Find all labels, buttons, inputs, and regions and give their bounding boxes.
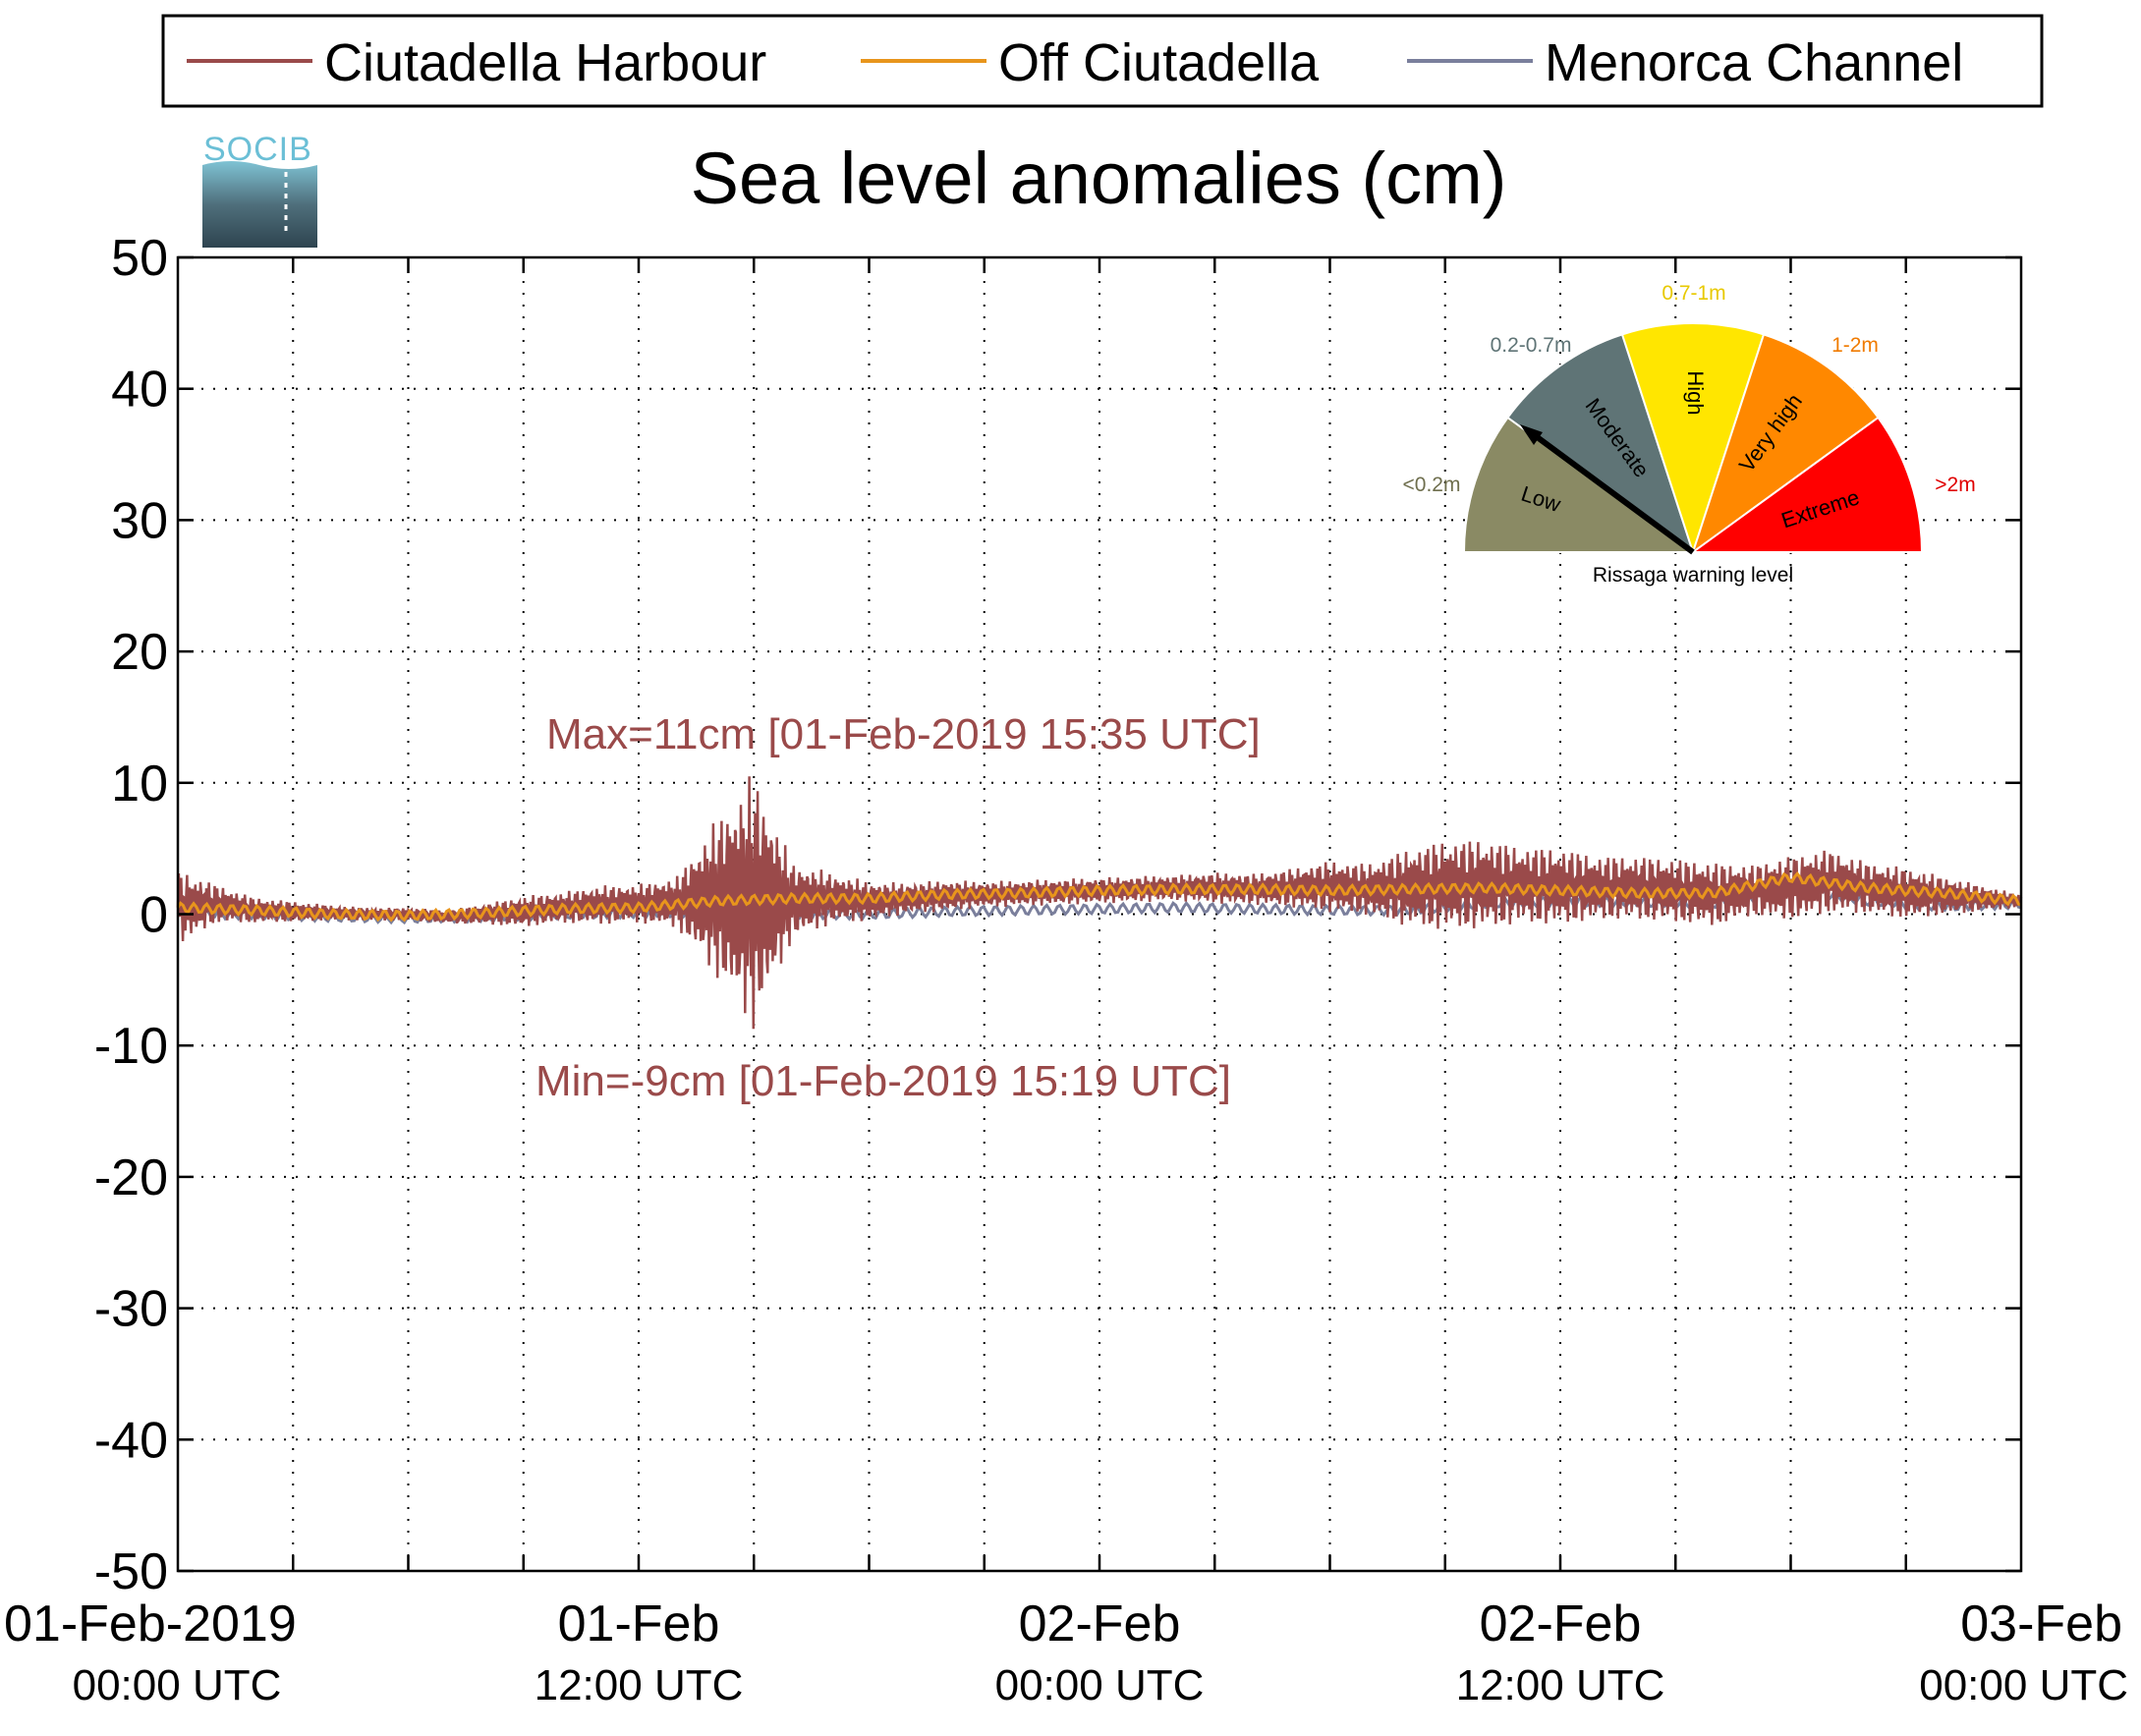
chart-title: Sea level anomalies (cm) — [691, 138, 1507, 219]
y-tick-label: 10 — [111, 756, 168, 812]
x-tick-label-time: 00:00 UTC — [1919, 1661, 2128, 1709]
gauge-segment-extreme — [1689, 416, 1924, 553]
x-tick-label-time: 12:00 UTC — [535, 1661, 744, 1709]
gauge-range-moderate: 0.2-0.7m — [1491, 334, 1572, 357]
y-tick-label: -40 — [94, 1412, 168, 1469]
y-tick-label: -30 — [94, 1281, 168, 1338]
series-layer — [176, 776, 2023, 1030]
annotation-min: Min=-9cm [01-Feb-2019 15:19 UTC] — [535, 1057, 1231, 1105]
y-tick-label: 40 — [111, 362, 168, 419]
gauge-range-very-high: 1-2m — [1831, 334, 1879, 357]
gauge-segment-moderate — [1506, 333, 1695, 555]
y-tick-label: 30 — [111, 492, 168, 549]
y-tick-label: -20 — [94, 1149, 168, 1206]
gauge-needle-arrow-icon — [1520, 424, 1543, 445]
legend-label-off-ciutadella: Off Ciutadella — [998, 33, 1320, 92]
x-tick-label-date: 01-Feb — [558, 1596, 720, 1652]
gauge-range-high: 0.7-1m — [1662, 282, 1725, 305]
x-tick-label-date: 02-Feb — [1019, 1596, 1181, 1652]
gauge-range-extreme: >2m — [1935, 474, 1975, 496]
legend: Ciutadella Harbour Off Ciutadella Menorc… — [161, 14, 2044, 108]
x-tick-label-date: 01-Feb-2019 — [4, 1596, 297, 1652]
gauge-range-low: <0.2m — [1403, 474, 1461, 496]
rissaga-gauge: Rissaga warning level <0.2m 0.2-0.7m 0.7… — [1403, 282, 1976, 587]
y-tick-label: -10 — [94, 1018, 168, 1075]
x-axis-labels: 01-Feb-2019 00:00 UTC 01-Feb 12:00 UTC 02-Fe… — [4, 1596, 2128, 1709]
y-axis-labels: 50 40 30 20 10 0 -10 -20 -30 -40 -50 — [94, 230, 168, 1600]
series-line-ciutadella-harbour — [176, 776, 2023, 1030]
socib-logo: SOCIB — [202, 131, 317, 248]
gauge-label-high: High — [1683, 370, 1708, 415]
gauge-segment-very-high — [1691, 333, 1880, 555]
gauge-segments — [1462, 321, 1924, 556]
x-tick-label-time: 12:00 UTC — [1456, 1661, 1665, 1709]
gauge-segment-low — [1462, 416, 1697, 553]
x-tick-label-time: 00:00 UTC — [73, 1661, 282, 1709]
legend-box — [161, 14, 2044, 108]
annotation-max: Max=11cm [01-Feb-2019 15:35 UTC] — [546, 710, 1261, 758]
gauge-caption: Rissaga warning level — [1593, 564, 1793, 587]
x-tick-label-date: 03-Feb — [1960, 1596, 2122, 1652]
legend-label-ciutadella-harbour: Ciutadella Harbour — [324, 33, 766, 92]
y-tick-label: 0 — [140, 887, 168, 944]
x-tick-label-time: 00:00 UTC — [995, 1661, 1205, 1709]
series-line-off-ciutadella — [176, 870, 2022, 923]
logo-wave-icon — [202, 161, 317, 248]
legend-label-menorca-channel: Menorca Channel — [1545, 33, 1963, 92]
gauge-needle — [1526, 427, 1695, 555]
gauge-segment-high — [1620, 321, 1766, 556]
y-tick-label: 20 — [111, 624, 168, 681]
y-tick-label: 50 — [111, 230, 168, 287]
x-tick-label-date: 02-Feb — [1480, 1596, 1642, 1652]
axis-ticks — [178, 255, 2021, 1573]
y-tick-label: -50 — [94, 1543, 168, 1600]
